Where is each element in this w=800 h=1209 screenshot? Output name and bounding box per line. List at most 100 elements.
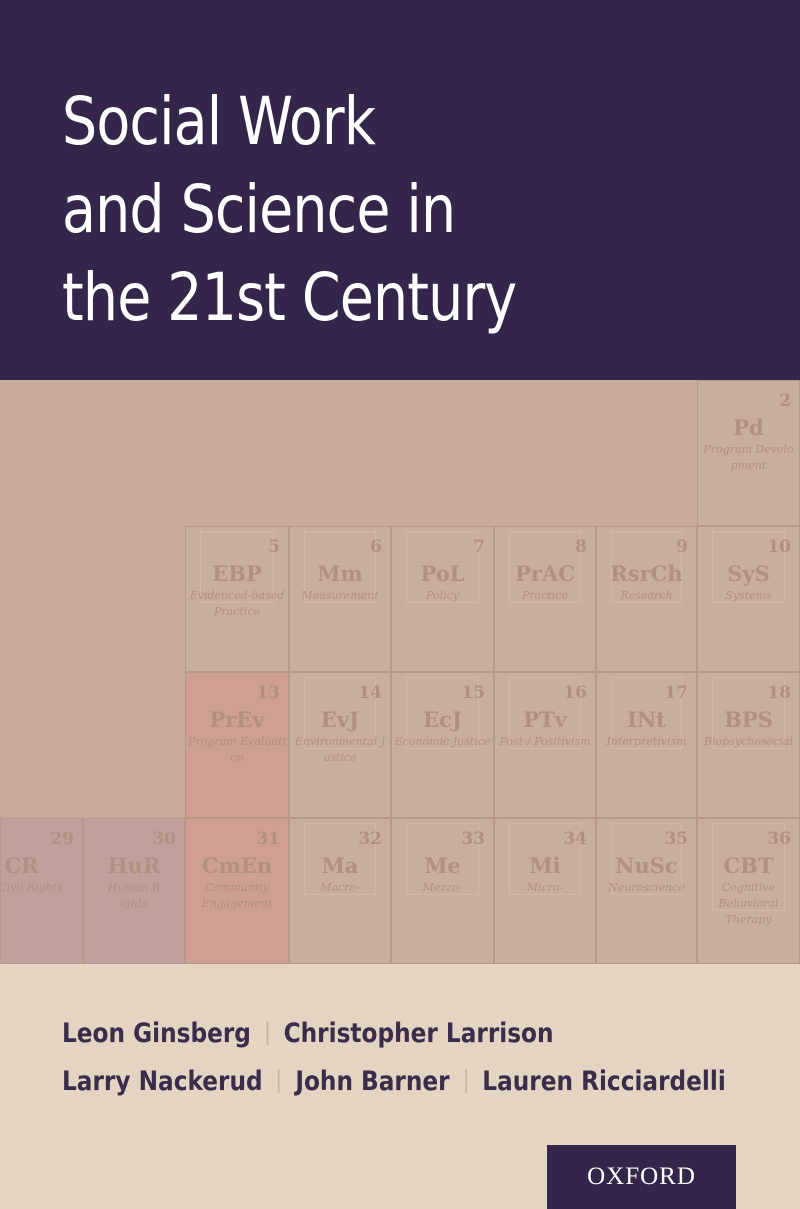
element-number: 18 [767, 683, 791, 703]
title-line-3: the 21st Century [62, 259, 517, 336]
element-symbol: Pd [733, 415, 764, 440]
element-cell-ecj: 15 EcJ Economic Justice [391, 672, 494, 818]
element-cell-bps: 18 BPS Biopsychosocial [697, 672, 800, 818]
element-number: 30 [152, 829, 176, 849]
element-symbol: RsrCh [610, 561, 683, 586]
element-number: 34 [563, 829, 587, 849]
element-name: Measurement [301, 589, 379, 602]
cell-inner-box [611, 823, 682, 895]
element-cell-nusc: 35 NuSc Neuroscience [596, 818, 697, 964]
element-symbol: EBP [212, 561, 262, 586]
element-symbol: EvJ [320, 707, 360, 732]
element-name: Civil Rights [0, 881, 63, 894]
element-number: 7 [473, 537, 485, 557]
element-cell-pd: 2 Pd Program Development [697, 380, 800, 526]
author-row-1: Leon Ginsberg Christopher Larrison [62, 1010, 726, 1058]
element-number: 14 [358, 683, 382, 703]
element-cell-mi: 34 Mi Micro- [494, 818, 596, 964]
cell-inner-box [304, 531, 376, 603]
book-title: Social Work and Science in the 21st Cent… [62, 78, 517, 342]
element-name: Evidenced-based Practice [189, 589, 285, 618]
element-number: 9 [676, 537, 688, 557]
element-name: Community Engagement [201, 881, 273, 910]
element-cell-me: 33 Me Mezzo- [391, 818, 494, 964]
cell-inner-box [200, 531, 274, 603]
element-name: Systems [725, 589, 772, 602]
author-name: Larry Nackerud [62, 1066, 263, 1097]
publisher-name: OXFORD [587, 1163, 696, 1190]
cell-inner-box [304, 823, 376, 895]
author-name: John Barner [295, 1066, 450, 1097]
element-cell-cr: 29 CR Civil Rights [0, 818, 83, 964]
element-cell-ptv: 16 PTv Post-/ Positivism [494, 672, 596, 818]
element-symbol: SyS [727, 561, 770, 586]
element-name: Environmental Justice [294, 735, 386, 764]
element-symbol: INt [627, 707, 666, 732]
element-name: Human Rights [107, 881, 161, 910]
element-name: Interpretivism [606, 735, 687, 748]
element-number: 32 [358, 829, 382, 849]
element-cell-pol: 7 PoL Policy [391, 526, 494, 672]
cell-inner-box [304, 677, 376, 749]
element-name: Economic Justice [394, 735, 491, 748]
element-name: Post-/ Positivism [499, 735, 591, 748]
author-name: Leon Ginsberg [62, 1018, 251, 1049]
element-symbol: BPS [724, 707, 773, 732]
element-symbol: NuSc [615, 853, 678, 878]
element-number: 31 [256, 829, 280, 849]
element-number: 5 [268, 537, 280, 557]
cell-inner-box [509, 677, 581, 749]
element-number: 13 [256, 683, 280, 703]
periodic-table: 2 Pd Program Development 5 EBP Evidenced… [0, 380, 800, 964]
element-name: Neuroscience [608, 881, 685, 894]
element-symbol: CBT [723, 853, 774, 878]
element-symbol: PrAC [515, 561, 575, 586]
element-number: 15 [461, 683, 485, 703]
cell-inner-box [712, 531, 785, 603]
element-symbol: PrEv [209, 707, 265, 732]
element-number: 16 [563, 683, 587, 703]
element-name: Mezzo- [422, 881, 463, 894]
element-symbol: CR [4, 853, 39, 878]
element-number: 29 [50, 829, 74, 849]
element-name: Research [620, 589, 673, 602]
element-name: Micro- [526, 881, 564, 894]
element-cell-int: 17 INt Interpretivism [596, 672, 697, 818]
element-name: Program Development [703, 443, 794, 472]
title-line-2: and Science in [62, 171, 456, 248]
publisher-logo: OXFORD [547, 1145, 736, 1209]
cell-inner-box [611, 531, 682, 603]
element-symbol: EcJ [423, 707, 462, 732]
element-symbol: PoL [420, 561, 465, 586]
element-number: 17 [664, 683, 688, 703]
cell-inner-box [611, 677, 682, 749]
element-cell-prac: 8 PrAC Practice [494, 526, 596, 672]
element-number: 8 [575, 537, 587, 557]
element-cell-prev: 13 PrEv Program Evaluation [185, 672, 289, 818]
cell-inner-box [712, 823, 785, 911]
element-symbol: Mm [317, 561, 363, 586]
element-cell-mm: 6 Mm Measurement [289, 526, 391, 672]
element-cell-rsrch: 9 RsrCh Research [596, 526, 697, 672]
element-number: 10 [767, 537, 791, 557]
element-number: 6 [370, 537, 382, 557]
author-divider [278, 1069, 280, 1093]
title-band: Social Work and Science in the 21st Cent… [0, 0, 800, 380]
element-symbol: HuR [107, 853, 161, 878]
element-cell-cbt: 36 CBT Cognitive Behavioral Therapy [697, 818, 800, 964]
author-divider [465, 1069, 467, 1093]
element-cell-ma: 32 Ma Macro- [289, 818, 391, 964]
author-list: Leon Ginsberg Christopher Larrison Larry … [62, 1010, 726, 1106]
element-name: Cognitive Behavioral Therapy [718, 881, 779, 926]
author-divider [266, 1021, 269, 1045]
element-symbol: CmEn [201, 853, 273, 878]
element-cell-hur: 30 HuR Human Rights [83, 818, 185, 964]
element-number: 35 [664, 829, 688, 849]
element-name: Program Evaluation [188, 735, 286, 764]
element-name: Biopsychosocial [703, 735, 793, 748]
author-name: Lauren Ricciardelli [482, 1066, 726, 1097]
title-line-1: Social Work [62, 83, 376, 160]
element-symbol: PTv [523, 707, 567, 732]
element-name: Macro- [320, 881, 360, 894]
